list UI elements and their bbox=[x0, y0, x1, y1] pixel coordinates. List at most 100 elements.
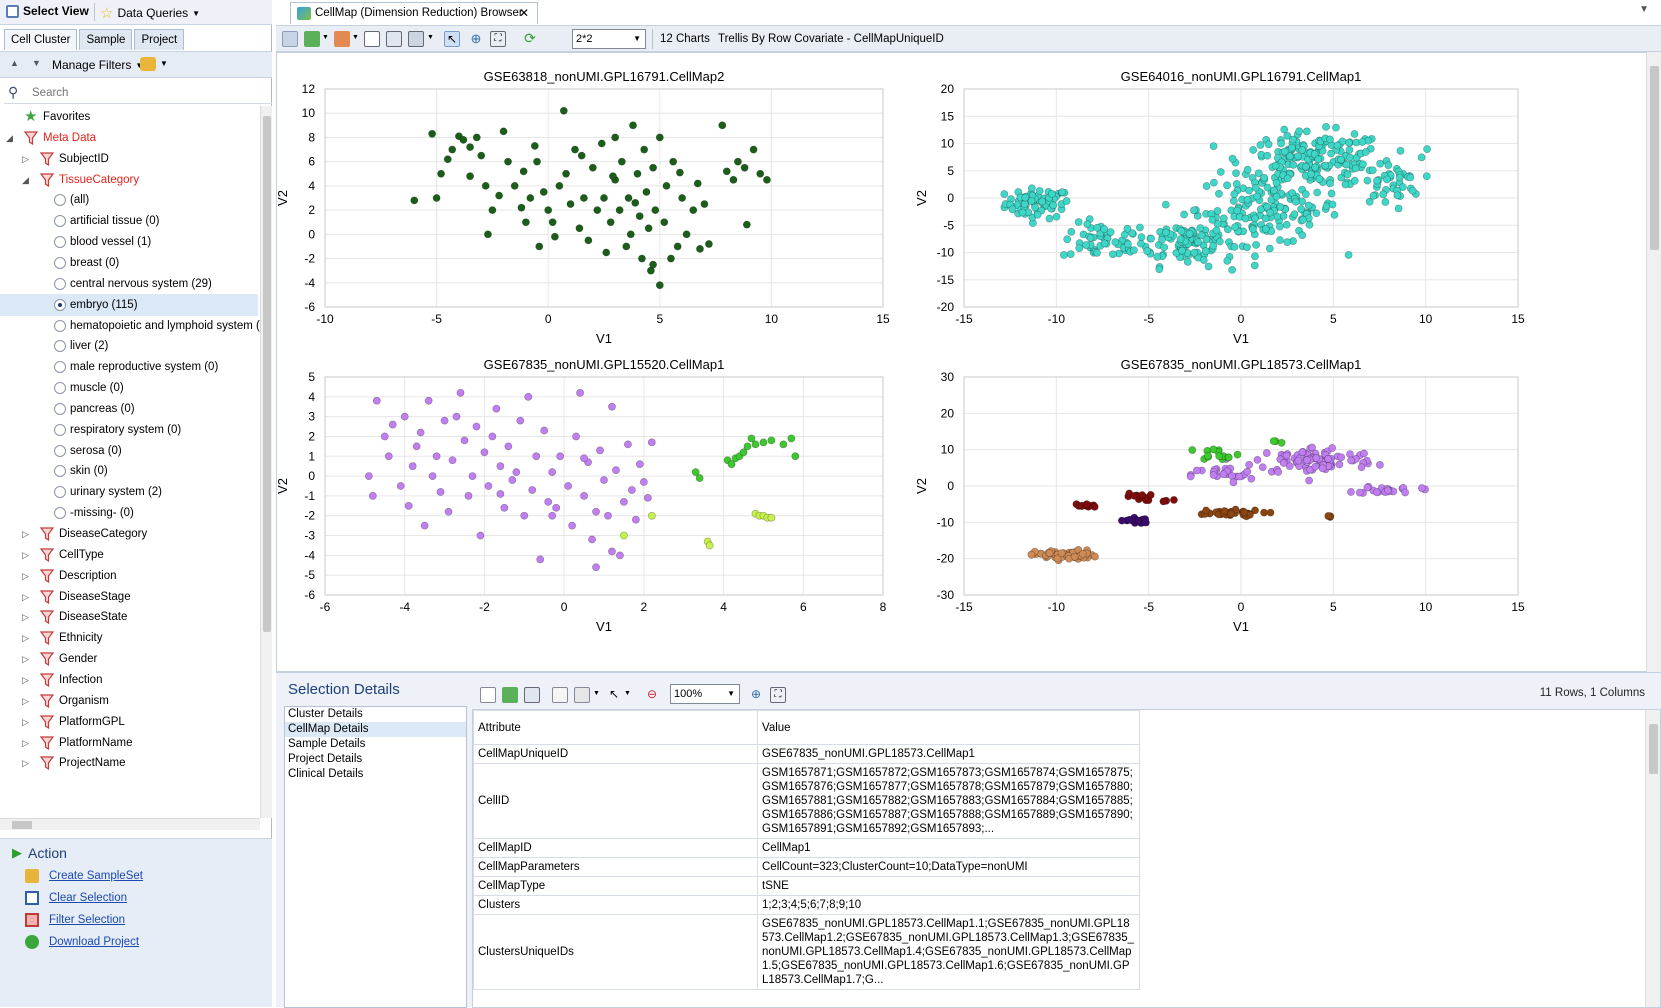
data-point[interactable] bbox=[559, 106, 568, 115]
data-point[interactable] bbox=[1253, 192, 1262, 201]
data-point[interactable] bbox=[608, 547, 616, 556]
filter-selection-link[interactable]: Filter Selection bbox=[25, 913, 125, 927]
selection-list-item[interactable]: Sample Details bbox=[288, 738, 366, 750]
data-point[interactable] bbox=[540, 426, 549, 435]
data-point[interactable] bbox=[1215, 237, 1224, 246]
zoom-out-icon[interactable]: ⊖ bbox=[646, 687, 658, 701]
data-point[interactable] bbox=[1291, 197, 1300, 206]
data-point[interactable] bbox=[1376, 159, 1385, 168]
data-point[interactable] bbox=[1177, 227, 1186, 236]
tree-item[interactable]: ★ Favorites bbox=[0, 106, 258, 128]
data-point[interactable] bbox=[416, 428, 425, 437]
data-point[interactable] bbox=[1303, 456, 1312, 465]
data-point[interactable] bbox=[1297, 205, 1305, 213]
data-point[interactable] bbox=[689, 206, 698, 215]
data-point[interactable] bbox=[1251, 183, 1260, 192]
chevron-down-icon[interactable]: ▼ bbox=[160, 59, 168, 68]
data-point[interactable] bbox=[1298, 448, 1307, 457]
data-point[interactable] bbox=[1230, 190, 1239, 199]
data-point[interactable] bbox=[1322, 122, 1330, 131]
data-point[interactable] bbox=[1330, 210, 1339, 219]
data-point[interactable] bbox=[673, 242, 682, 251]
data-point[interactable] bbox=[484, 230, 492, 239]
data-point[interactable] bbox=[1335, 460, 1344, 469]
data-point[interactable] bbox=[787, 434, 796, 443]
data-point[interactable] bbox=[1204, 262, 1213, 271]
data-point[interactable] bbox=[675, 168, 684, 177]
data-point[interactable] bbox=[1311, 163, 1320, 172]
data-point[interactable] bbox=[1304, 201, 1313, 210]
data-point[interactable] bbox=[500, 503, 509, 512]
data-point[interactable] bbox=[1274, 468, 1283, 476]
data-point[interactable] bbox=[642, 188, 651, 196]
expand-down-icon[interactable]: ▼ bbox=[32, 58, 41, 68]
data-point[interactable] bbox=[700, 200, 709, 208]
data-point[interactable] bbox=[456, 388, 465, 397]
data-point[interactable] bbox=[472, 133, 481, 142]
data-point[interactable] bbox=[1223, 181, 1231, 190]
tree-item[interactable]: ▷ Infection bbox=[0, 669, 258, 691]
data-point[interactable] bbox=[635, 460, 644, 469]
data-point[interactable] bbox=[1258, 463, 1267, 472]
radio-button[interactable] bbox=[54, 382, 66, 395]
data-point[interactable] bbox=[562, 169, 570, 178]
data-point[interactable] bbox=[548, 468, 557, 477]
data-point[interactable] bbox=[1311, 462, 1320, 471]
data-point[interactable] bbox=[635, 212, 644, 221]
data-point[interactable] bbox=[1305, 476, 1313, 485]
data-point[interactable] bbox=[488, 206, 497, 215]
new-doc-icon[interactable] bbox=[480, 687, 496, 703]
data-point[interactable] bbox=[1235, 472, 1244, 481]
tree-item[interactable]: ▷ DiseaseState bbox=[0, 606, 258, 628]
data-point[interactable] bbox=[1075, 244, 1084, 253]
data-point[interactable] bbox=[1363, 483, 1372, 492]
data-point[interactable] bbox=[1265, 244, 1274, 253]
data-queries-button[interactable]: ☆ Data Queries ▼ bbox=[100, 5, 201, 22]
data-point[interactable] bbox=[1186, 472, 1195, 481]
data-point[interactable] bbox=[1312, 209, 1321, 218]
data-point[interactable] bbox=[606, 218, 615, 227]
data-point[interactable] bbox=[1396, 146, 1405, 155]
data-point[interactable] bbox=[459, 135, 468, 144]
data-point[interactable] bbox=[516, 416, 525, 425]
data-point[interactable] bbox=[1220, 507, 1229, 516]
data-point[interactable] bbox=[568, 521, 577, 530]
data-point[interactable] bbox=[597, 139, 606, 148]
data-point[interactable] bbox=[1208, 215, 1217, 224]
data-point[interactable] bbox=[1394, 204, 1403, 213]
data-point[interactable] bbox=[638, 254, 646, 263]
data-point[interactable] bbox=[410, 196, 419, 205]
data-point[interactable] bbox=[1052, 212, 1061, 221]
data-point[interactable] bbox=[520, 511, 529, 520]
expand-icon[interactable]: ▷ bbox=[22, 674, 29, 685]
tree-item[interactable]: serosa (0) bbox=[0, 440, 258, 462]
data-point[interactable] bbox=[1216, 168, 1225, 176]
radio-button[interactable] bbox=[54, 236, 66, 249]
data-point[interactable] bbox=[526, 194, 535, 202]
data-point[interactable] bbox=[496, 462, 505, 471]
table-row[interactable]: CellMapUniqueID GSE67835_nonUMI.GPL18573.… bbox=[473, 744, 1140, 764]
data-point[interactable] bbox=[1253, 455, 1262, 464]
data-point[interactable] bbox=[617, 157, 626, 166]
data-point[interactable] bbox=[1219, 470, 1228, 479]
data-point[interactable] bbox=[1209, 142, 1218, 151]
radio-button[interactable] bbox=[54, 423, 66, 436]
data-point[interactable] bbox=[1307, 170, 1316, 179]
data-point[interactable] bbox=[1262, 449, 1271, 457]
tree-item[interactable]: ▷ Ethnicity bbox=[0, 627, 258, 649]
data-point[interactable] bbox=[1257, 205, 1265, 214]
data-point[interactable] bbox=[1342, 160, 1351, 169]
tree-item[interactable]: embryo (115) bbox=[0, 293, 258, 316]
data-point[interactable] bbox=[528, 486, 537, 494]
data-point[interactable] bbox=[629, 121, 637, 130]
data-point[interactable] bbox=[1321, 161, 1330, 170]
data-point[interactable] bbox=[1158, 235, 1166, 244]
data-point[interactable] bbox=[1230, 242, 1239, 251]
data-point[interactable] bbox=[588, 535, 596, 544]
table-row[interactable]: CellMapID CellMap1 bbox=[473, 838, 1140, 858]
data-point[interactable] bbox=[592, 563, 600, 572]
tree-item[interactable]: central nervous system (29) bbox=[0, 273, 258, 295]
data-point[interactable] bbox=[517, 203, 526, 212]
data-point[interactable] bbox=[408, 462, 417, 471]
data-point[interactable] bbox=[1252, 241, 1260, 249]
